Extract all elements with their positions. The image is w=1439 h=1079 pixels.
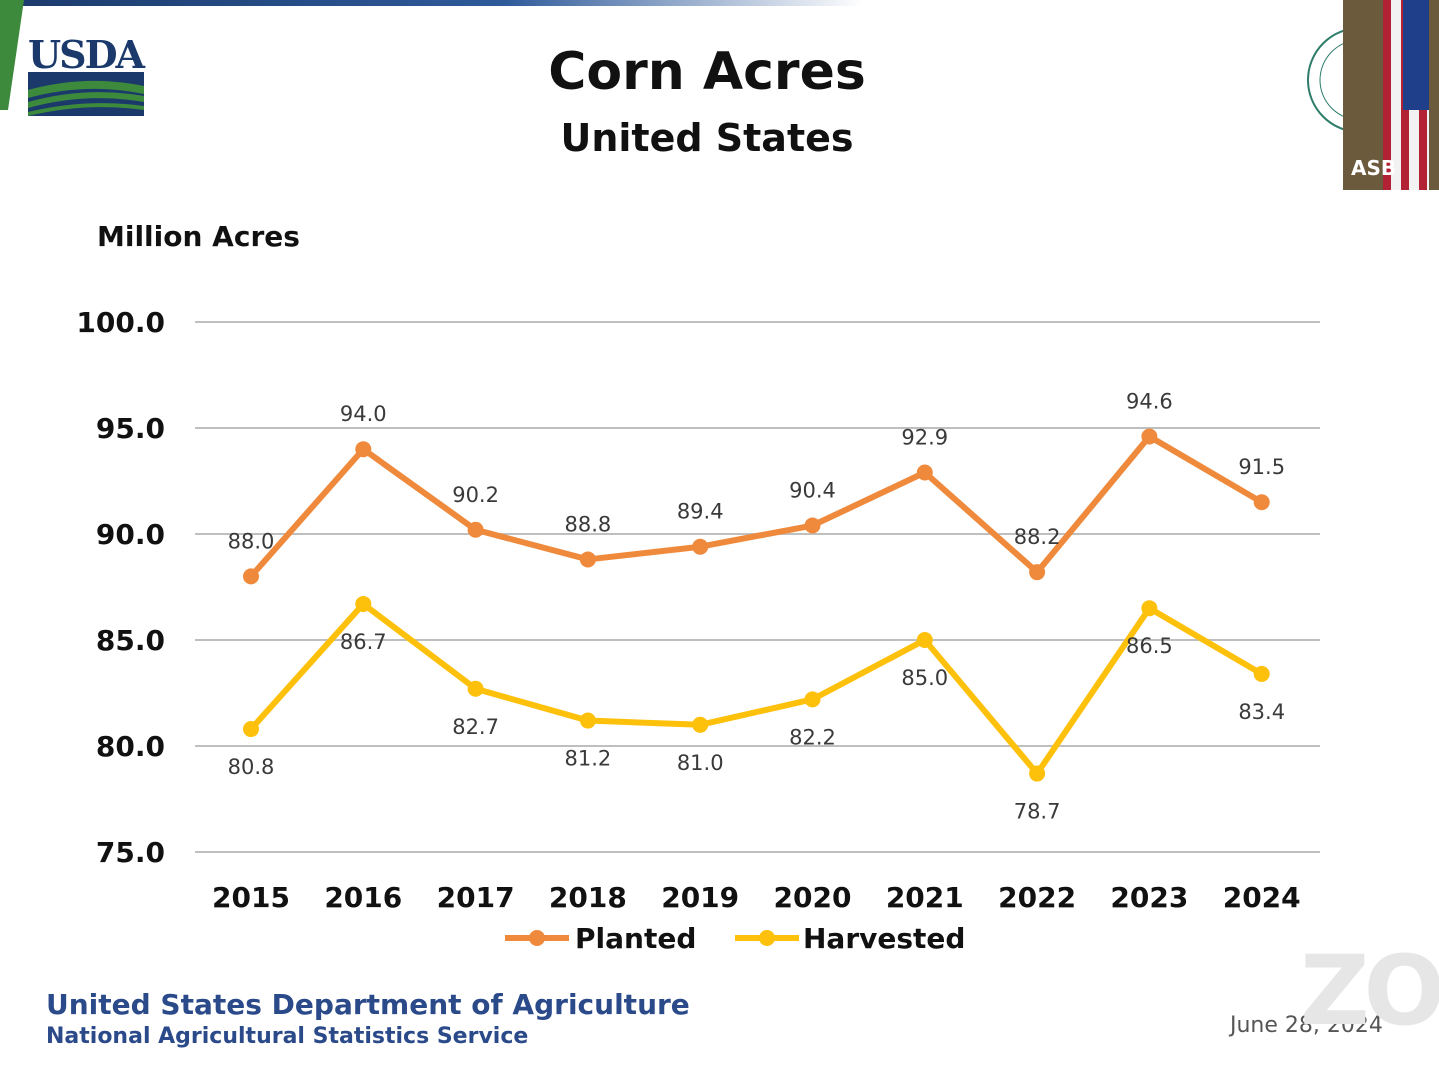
x-tick-label: 2016 [324, 881, 402, 914]
data-label: 94.6 [1126, 389, 1173, 413]
x-tick-label: 2018 [549, 881, 627, 914]
zoom-watermark: ZO [1300, 935, 1439, 1047]
data-label: 81.2 [565, 747, 612, 771]
data-point [1029, 564, 1046, 581]
data-label: 88.8 [565, 512, 612, 536]
x-tick-label: 2020 [774, 881, 852, 914]
data-point [1253, 665, 1270, 682]
x-tick-label: 2022 [998, 881, 1076, 914]
y-tick-label: 75.0 [96, 836, 165, 869]
data-label: 88.2 [1014, 525, 1061, 549]
usda-logo-hills-icon [28, 72, 144, 116]
y-tick-label: 80.0 [96, 730, 165, 763]
data-label: 88.0 [228, 529, 275, 553]
data-label: 85.0 [901, 666, 948, 690]
legend-marker [529, 930, 545, 946]
data-point [243, 721, 259, 738]
series [243, 428, 1270, 782]
data-point [1141, 428, 1158, 445]
series-line-planted [248, 433, 1264, 579]
usda-logo: USDA [28, 32, 145, 116]
flag-icon [1383, 0, 1429, 190]
footer-organization: United States Department of Agriculture [46, 988, 690, 1021]
footer-service: National Agricultural Statistics Service [46, 1024, 529, 1049]
data-point [692, 716, 709, 733]
data-label: 78.7 [1014, 800, 1061, 824]
data-point [1141, 600, 1158, 617]
series-line-harvested [248, 600, 1264, 777]
y-tick-label: 90.0 [96, 518, 165, 551]
data-point [916, 464, 933, 481]
chart-title: Corn Acres [548, 42, 866, 102]
slide-date: June 28, 2024 [1230, 1013, 1383, 1038]
data-labels: 88.0 94.0 90.2 88.8 89.4 90.4 92.9 88.2 94.6 91.5… [228, 389, 1285, 823]
x-tick-label: 2015 [212, 881, 290, 914]
legend: Planted Harvested [505, 922, 965, 955]
data-label: 82.7 [452, 715, 499, 739]
data-label: 86.5 [1126, 634, 1173, 658]
y-axis-label: Million Acres [97, 220, 300, 253]
legend-label-planted: Planted [575, 922, 696, 955]
data-point [579, 551, 596, 568]
data-point [1029, 765, 1046, 782]
axis-ticks: 75.0 80.0 85.0 90.0 95.0 100.0 2015 2016 2017 201… [76, 306, 1300, 914]
legend-label-harvested: Harvested [803, 922, 965, 955]
y-tick-label: 100.0 [76, 306, 165, 339]
data-label: 91.5 [1238, 455, 1285, 479]
data-label: 80.8 [228, 755, 275, 779]
usda-logo-text: USDA [28, 32, 145, 77]
data-point [243, 568, 259, 585]
data-point [579, 712, 596, 729]
data-point [916, 632, 933, 648]
data-label: 89.4 [677, 500, 724, 524]
data-label: 92.9 [901, 426, 948, 450]
y-tick-label: 95.0 [96, 412, 165, 445]
data-point [467, 521, 484, 538]
x-tick-label: 2017 [437, 881, 515, 914]
data-label: 90.2 [452, 483, 499, 507]
participant-video-tile[interactable]: ASB [1343, 0, 1439, 190]
data-label: 83.4 [1238, 700, 1285, 724]
y-tick-label: 85.0 [96, 624, 165, 657]
x-tick-label: 2024 [1223, 881, 1301, 914]
legend-marker [759, 930, 775, 946]
x-tick-label: 2023 [1110, 881, 1188, 914]
data-label: 94.0 [340, 402, 387, 426]
agency-seal-icon [1307, 27, 1350, 130]
top-band [0, 0, 1439, 6]
data-point [804, 691, 821, 708]
data-label: 82.2 [789, 725, 836, 749]
data-label: 86.7 [340, 630, 387, 654]
participant-name-label: ASB [1351, 156, 1397, 180]
data-point [692, 538, 709, 555]
data-point [1253, 494, 1270, 511]
data-point [804, 517, 821, 534]
data-label: 90.4 [789, 479, 836, 503]
green-swoosh [0, 0, 24, 110]
x-tick-label: 2021 [886, 881, 964, 914]
x-tick-label: 2019 [661, 881, 739, 914]
data-point [355, 441, 372, 458]
data-label: 81.0 [677, 751, 724, 775]
chart-subtitle: United States [560, 116, 854, 160]
data-point [467, 680, 484, 697]
data-point [355, 595, 372, 612]
